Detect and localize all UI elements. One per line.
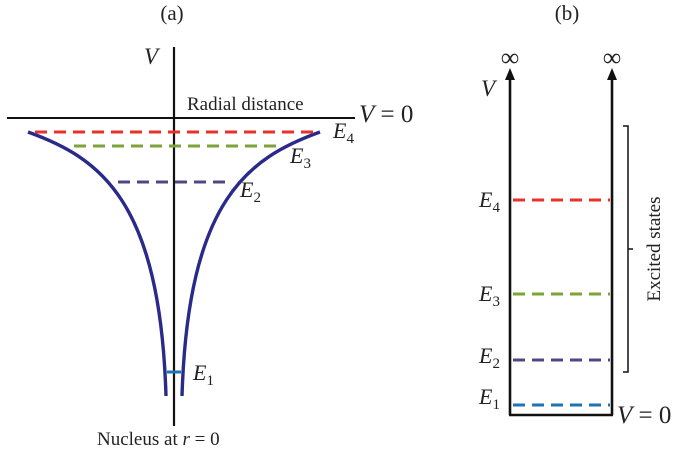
panel-a-e2-label: E2 [239,177,261,206]
panel-b-v-axis-label: V [481,76,498,101]
panel-a-e1-label: E1 [192,360,214,389]
panel-b-right-arrow [607,68,617,80]
potential-curve-right [180,130,321,397]
panel-b-e1-label: E1 [478,384,500,413]
panel-b-v-zero-label: V = 0 [617,402,671,429]
panel-b-e3-label: E3 [478,281,500,310]
panel-a-label: (a) [160,1,183,25]
panel-a-v-axis-label: V [144,44,161,69]
panel-a-nucleus-label: Nucleus at r = 0 [97,429,220,450]
panel-b-left-arrow [505,68,515,80]
excited-states-bracket [623,125,629,373]
panel-a-e3-label: E3 [289,143,311,172]
panel-b-e4-label: E4 [478,187,500,216]
panel-a-radial-label: Radial distance [187,94,304,115]
panel-b-right-infinity: ∞ [603,43,622,72]
panel-b-left-infinity: ∞ [501,43,520,72]
panel-a-v-zero-label: V = 0 [359,101,413,128]
panel-b-e2-label: E2 [478,343,500,372]
panel-a-e4-label: E4 [332,118,354,147]
excited-states-label: Excited states [644,197,665,302]
potential-curve-left [27,130,168,397]
panel-b-label: (b) [555,1,580,25]
